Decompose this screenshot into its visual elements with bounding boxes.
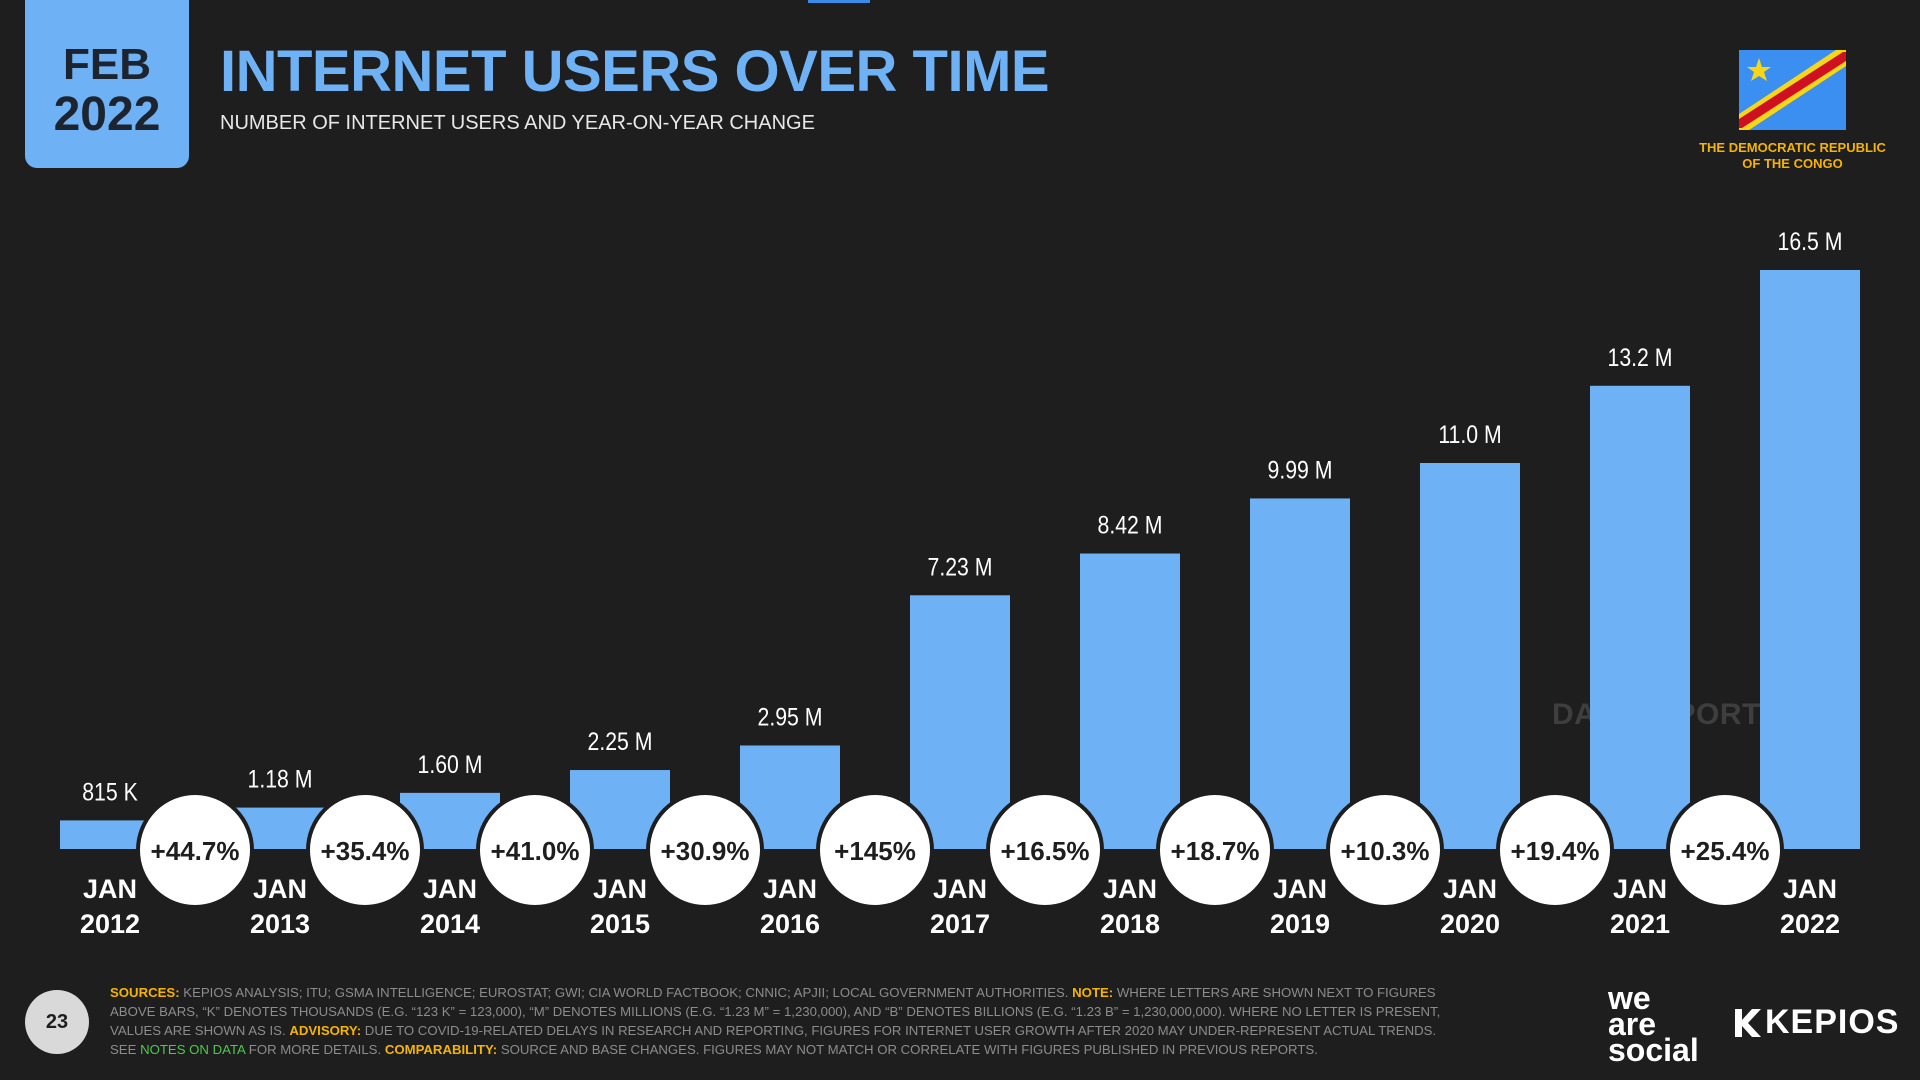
comparability-label: COMPARABILITY: [384,1042,498,1057]
yoy-change-badge [1666,791,1784,909]
we-are-social-logo: we are social [1608,980,1699,1068]
bar-value-label: 2.25 M [588,727,653,755]
yoy-change-badge [306,791,424,909]
bar [910,595,1010,849]
yoy-change-badge [816,791,934,909]
bar-value-label: 1.60 M [418,750,483,778]
bar-value-label: 13.2 M [1608,343,1673,371]
advisory-text: DUE TO COVID-19-RELATED DELAYS IN RESEAR… [110,1023,1437,1057]
bar-chart: 815 K JAN 2012 1.18 M JAN 2013 1.60 M JAN 2014 2.… [60,227,1860,939]
bar [1080,553,1180,849]
yoy-change-badge [1326,791,1444,909]
sources-label: SOURCES: [110,985,180,1000]
kepios-wordmark: KEPIOS [1765,1003,1900,1041]
yoy-change-badge [1496,791,1614,909]
advisory-label: ADVISORY: [289,1023,362,1038]
category-month-label: JAN [1273,874,1327,904]
kepios-mark-icon [1735,1009,1761,1037]
category-month-label: JAN [83,874,137,904]
yoy-change-label: +41.0% [491,836,580,866]
category-month-label: JAN [253,874,307,904]
top-tab-marker [808,0,870,3]
bar [1420,463,1520,849]
advisory-end-text: FOR MORE DETAILS. [248,1042,382,1057]
bar-value-label: 1.18 M [248,765,313,793]
category-year-label: 2015 [590,909,650,939]
date-month: FEB [63,40,151,89]
category-month-label: JAN [1103,874,1157,904]
yoy-change-label: +18.7% [1171,836,1260,866]
date-year: 2022 [53,88,161,141]
footnote: SOURCES: KEPIOS ANALYSIS; ITU; GSMA INTE… [110,983,1460,1059]
bar-value-label: 16.5 M [1778,227,1843,255]
category-year-label: 2021 [1610,909,1670,939]
bar [1760,270,1860,849]
category-year-label: 2022 [1780,909,1840,939]
bar-value-label: 9.99 M [1268,456,1333,484]
yoy-change-label: +19.4% [1511,836,1600,866]
yoy-change-label: +145% [834,836,916,866]
category-month-label: JAN [423,874,477,904]
page-number: 23 [25,990,89,1054]
sources-text: KEPIOS ANALYSIS; ITU; GSMA INTELLIGENCE;… [183,985,1069,1000]
category-year-label: 2017 [930,909,990,939]
yoy-change-label: +10.3% [1341,836,1430,866]
yoy-change-badge [986,791,1104,909]
category-month-label: JAN [933,874,987,904]
yoy-change-badge [136,791,254,909]
yoy-change-label: +25.4% [1681,836,1770,866]
category-year-label: 2014 [420,909,480,939]
was-line-1: we [1608,980,1651,1016]
yoy-change-label: +35.4% [321,836,410,866]
country-label: THE DEMOCRATIC REPUBLIC OF THE CONGO [1699,140,1886,171]
drc-flag-icon [1739,50,1846,130]
category-month-label: JAN [1783,874,1837,904]
category-month-label: JAN [1443,874,1497,904]
kepios-logo: KEPIOS [1735,1003,1899,1042]
note-label: NOTE: [1072,985,1114,1000]
comparability-text: SOURCE AND BASE CHANGES. FIGURES MAY NOT… [500,1042,1318,1057]
category-year-label: 2012 [80,909,140,939]
yoy-change-label: +16.5% [1001,836,1090,866]
page-subtitle: NUMBER OF INTERNET USERS AND YEAR-ON-YEA… [220,112,815,134]
bar-value-label: 8.42 M [1098,511,1163,539]
category-month-label: JAN [593,874,647,904]
category-year-label: 2013 [250,909,310,939]
category-year-label: 2019 [1270,909,1330,939]
bar-value-label: 815 K [82,778,138,806]
date-badge: FEB 2022 [25,0,189,168]
note-text: WHERE LETTERS ARE SHOWN NEXT TO FIGURES … [110,985,1441,1038]
page-title: INTERNET USERS OVER TIME [220,39,1050,104]
category-month-label: JAN [1613,874,1667,904]
category-year-label: 2016 [760,909,820,939]
category-month-label: JAN [763,874,817,904]
bar [1250,498,1350,849]
notes-on-data-link[interactable]: NOTES ON DATA [140,1042,246,1057]
was-line-3: social [1608,1032,1699,1068]
category-year-label: 2020 [1440,909,1500,939]
yoy-change-badge [476,791,594,909]
bar-value-label: 2.95 M [758,703,823,731]
bar-value-label: 11.0 M [1438,420,1501,448]
yoy-change-badge [1156,791,1274,909]
bar [1590,385,1690,849]
yoy-change-badge [646,791,764,909]
bar-value-label: 7.23 M [928,553,993,581]
category-year-label: 2018 [1100,909,1160,939]
yoy-change-label: +44.7% [151,836,240,866]
yoy-change-label: +30.9% [661,836,750,866]
was-line-2: are [1608,1006,1657,1042]
